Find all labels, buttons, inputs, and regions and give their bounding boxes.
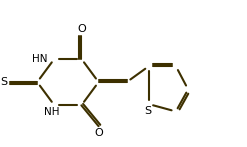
- Text: HN: HN: [32, 54, 47, 64]
- Text: NH: NH: [44, 107, 60, 117]
- Text: O: O: [94, 128, 103, 138]
- Text: S: S: [0, 77, 8, 87]
- Text: O: O: [77, 24, 86, 34]
- Text: S: S: [144, 106, 151, 116]
